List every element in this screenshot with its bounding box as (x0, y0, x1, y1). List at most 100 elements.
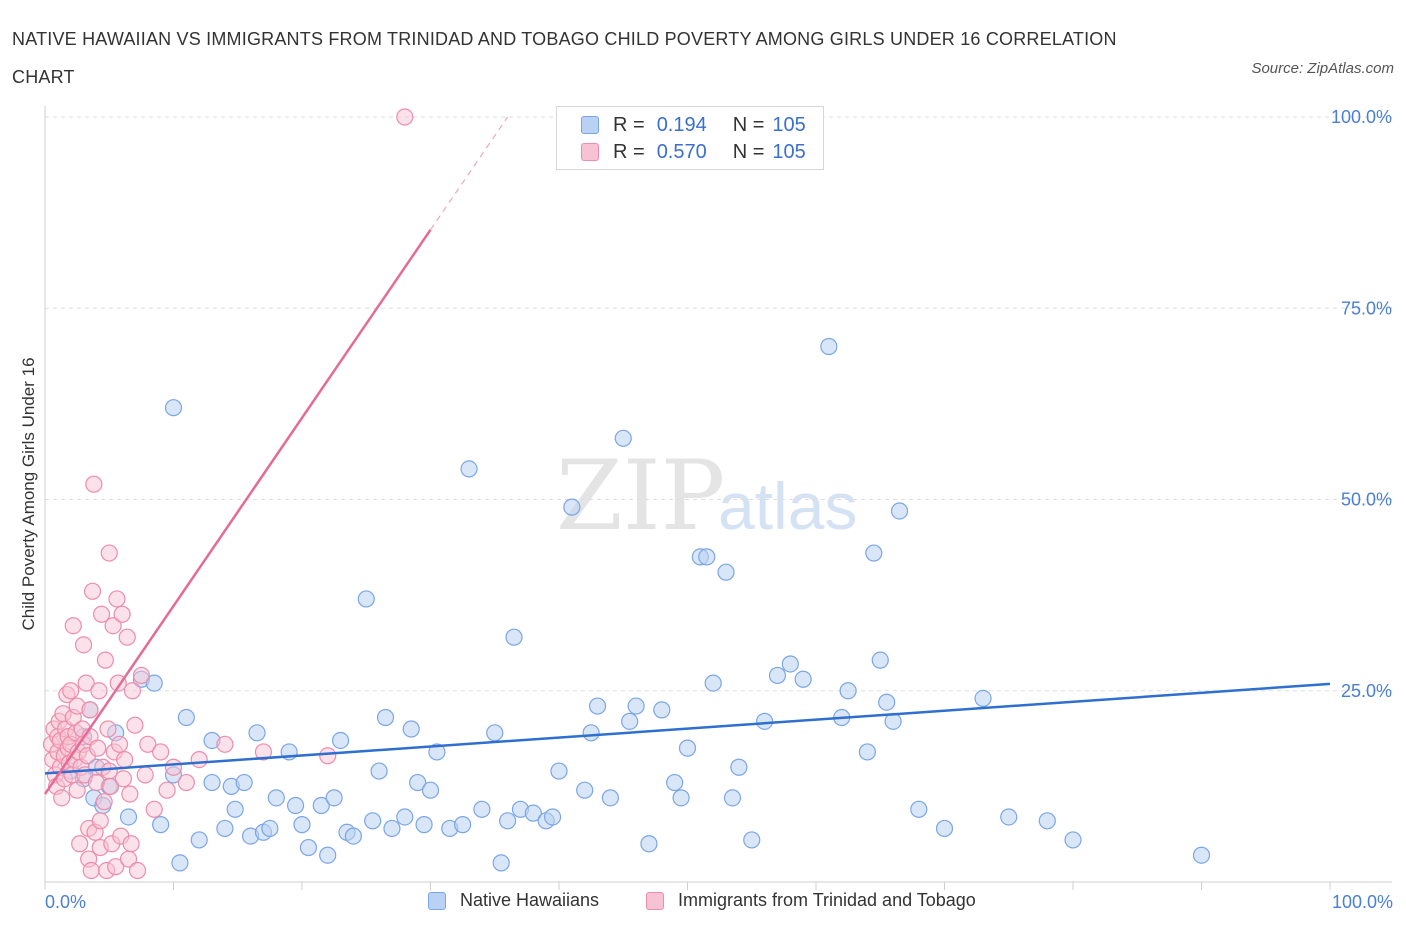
point-native-hawaiians (261, 819, 279, 838)
point-native-hawaiians (563, 498, 581, 516)
point-native-hawaiians (402, 720, 420, 738)
point-trinidad-tobago (110, 735, 129, 753)
point-trinidad-tobago (100, 762, 118, 780)
point-native-hawaiians (286, 796, 305, 815)
point-native-hawaiians (698, 548, 716, 566)
point-native-hawaiians (344, 827, 362, 845)
point-native-hawaiians (383, 819, 401, 838)
point-native-hawaiians (171, 854, 189, 872)
point-trinidad-tobago (113, 605, 131, 623)
point-native-hawaiians (152, 816, 170, 834)
legend-r-label: R = (613, 113, 645, 136)
point-native-hawaiians (145, 674, 163, 692)
watermark-atlas: atlas (718, 469, 858, 543)
point-trinidad-tobago (89, 739, 107, 757)
bottom-legend-trinidad-tobago: Immigrants from Trinidad and Tobago (646, 890, 976, 911)
chart-title: NATIVE HAWAIIAN VS IMMIGRANTS FROM TRINI… (12, 29, 1117, 87)
point-trinidad-tobago (164, 758, 183, 776)
point-native-hawaiians (543, 808, 562, 826)
point-trinidad-tobago (68, 781, 86, 799)
point-trinidad-tobago (92, 605, 111, 623)
bottom-legend-native-hawaiians: Native Hawaiians (428, 890, 599, 911)
y-tick-label: 75.0% (1341, 298, 1392, 318)
correlation-legend: R = 0.194 N = 105 R = 0.570 N = 105 (556, 106, 824, 170)
point-native-hawaiians (203, 773, 221, 792)
legend-swatch-pink (581, 143, 599, 161)
point-native-hawaiians (621, 712, 639, 730)
point-trinidad-tobago (74, 636, 93, 654)
point-native-hawaiians (723, 789, 742, 807)
point-native-hawaiians (640, 835, 658, 853)
y-tick-label: 25.0% (1341, 681, 1392, 701)
legend-r-value: 0.194 (656, 113, 707, 136)
point-native-hawaiians (177, 708, 195, 727)
point-native-hawaiians (627, 697, 645, 715)
grid-lines (45, 116, 1392, 692)
point-trinidad-tobago (107, 858, 125, 876)
point-native-hawaiians (524, 804, 542, 822)
point-trinidad-tobago (158, 781, 176, 799)
y-axis-label: Child Poverty Among Girls Under 16 (19, 357, 38, 630)
legend-n-value: 105 (772, 140, 806, 163)
tick-labels: 25.0% 50.0% 75.0% 100.0% 0.0% 100.0% (45, 107, 1393, 912)
point-trinidad-tobago (53, 789, 71, 807)
bottom-legend-swatch-blue (428, 891, 446, 910)
point-native-hawaiians (858, 743, 877, 761)
trend-line-trinidad-tobago-extension (430, 116, 509, 231)
point-native-hawaiians (248, 724, 266, 742)
point-native-hawaiians (871, 651, 889, 669)
y-tick-label: 50.0% (1341, 490, 1392, 510)
source-label: Source: ZipAtlas.com (1251, 60, 1394, 77)
trend-line-native-hawaiians (44, 682, 1331, 775)
point-trinidad-tobago (152, 743, 170, 761)
point-native-hawaiians (164, 399, 183, 417)
point-trinidad-tobago (396, 108, 414, 126)
bottom-legend-label: Native Hawaiians (460, 890, 600, 910)
point-native-hawaiians (768, 666, 787, 685)
point-native-hawaiians (865, 544, 883, 562)
point-native-hawaiians (1064, 831, 1082, 849)
point-native-hawaiians (820, 337, 838, 356)
trend-lines (43, 116, 1331, 795)
bottom-legend-label: Immigrants from Trinidad and Tobago (678, 890, 976, 910)
point-trinidad-tobago (116, 750, 134, 769)
point-trinidad-tobago (319, 747, 337, 765)
legend-n-label: N = (732, 140, 765, 163)
legend-r-label: R = (613, 140, 645, 163)
point-native-hawaiians (717, 563, 735, 581)
point-native-hawaiians (505, 628, 523, 646)
point-trinidad-tobago (104, 617, 122, 635)
point-trinidad-tobago (177, 773, 195, 792)
point-trinidad-tobago (254, 743, 273, 761)
bottom-legend-swatch-pink (646, 891, 664, 910)
point-native-hawaiians (755, 712, 774, 730)
legend-swatch-blue (581, 116, 599, 134)
point-native-hawaiians (216, 819, 234, 838)
point-trinidad-tobago (83, 582, 102, 600)
point-trinidad-tobago (128, 861, 147, 880)
point-native-hawaiians (409, 773, 427, 792)
point-trinidad-tobago (190, 750, 208, 769)
point-native-hawaiians (935, 819, 954, 838)
point-native-hawaiians (331, 731, 350, 750)
legend-n-label: N = (732, 113, 765, 136)
point-native-hawaiians (235, 773, 253, 792)
point-trinidad-tobago (82, 861, 100, 880)
point-trinidad-tobago (108, 590, 126, 608)
point-native-hawaiians (890, 502, 909, 520)
point-trinidad-tobago (132, 666, 150, 685)
point-trinidad-tobago (123, 682, 141, 700)
point-trinidad-tobago (96, 651, 114, 669)
series-native-hawaiians (62, 337, 1211, 872)
point-native-hawaiians (588, 697, 607, 715)
point-native-hawaiians (454, 816, 472, 834)
point-native-hawaiians (601, 789, 620, 807)
point-trinidad-tobago (71, 835, 89, 853)
point-trinidad-tobago (81, 701, 99, 719)
point-native-hawaiians (653, 701, 671, 719)
legend-n-value: 105 (772, 113, 806, 136)
point-native-hawaiians (486, 724, 504, 742)
point-trinidad-tobago (101, 777, 120, 795)
point-trinidad-tobago (91, 812, 109, 830)
